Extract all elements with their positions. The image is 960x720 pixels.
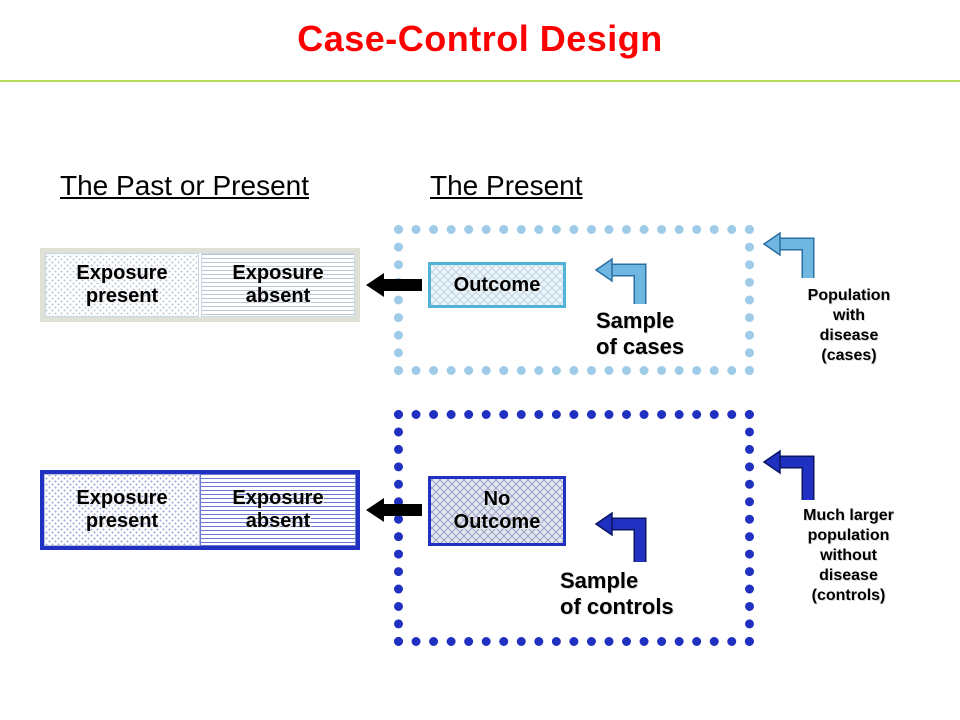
cases-population-label: Population with disease (cases) <box>774 286 924 366</box>
controls-outcome-box: No Outcome <box>428 476 566 546</box>
controls-population-label: Much larger population without disease (… <box>766 506 931 606</box>
heading-past: The Past or Present <box>60 170 309 202</box>
cases-outcome-box: Outcome <box>428 262 566 308</box>
cases-exposure-absent: Exposure absent <box>201 253 355 317</box>
cases-outcome-label: Outcome <box>454 274 541 297</box>
cases-exposure-absent-label: Exposure absent <box>232 262 323 308</box>
heading-present: The Present <box>430 170 583 202</box>
cases-exposure-present: Exposure present <box>45 253 199 317</box>
controls-exposure-absent-label: Exposure absent <box>232 487 323 533</box>
controls-outcome-label: No Outcome <box>454 488 541 534</box>
divider-line <box>0 80 960 82</box>
cases-sample-label: Sample of cases <box>596 308 684 361</box>
cases-exposure-present-label: Exposure present <box>76 262 167 308</box>
controls-exposure-present-label: Exposure present <box>76 487 167 533</box>
slide-stage: Case-Control Design The Past or Present … <box>0 0 960 720</box>
controls-exposure-present: Exposure present <box>44 474 200 546</box>
controls-sample-label: Sample of controls <box>560 568 674 621</box>
controls-exposure-absent: Exposure absent <box>200 474 356 546</box>
slide-title: Case-Control Design <box>0 18 960 60</box>
